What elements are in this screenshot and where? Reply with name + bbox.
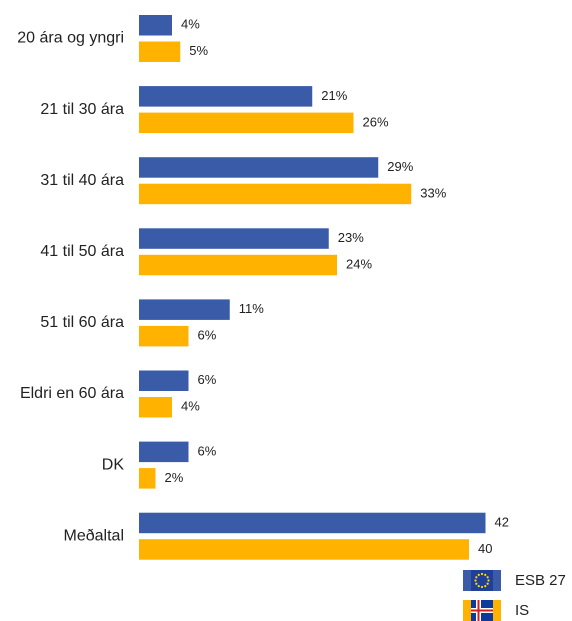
value-label: 2% [165,470,184,485]
value-label: 5% [189,43,208,58]
flag-star [487,579,490,582]
value-label: 21% [321,88,347,103]
category-label: Meðaltal [64,527,124,544]
bar [139,325,189,347]
value-label: 40 [478,541,492,556]
flag-star [475,576,478,579]
bar [139,228,329,249]
category-label: 31 til 40 ára [40,172,124,189]
bar [139,441,189,463]
flag-star [480,572,484,576]
flag-cross [471,609,493,612]
value-label: 29% [387,159,413,174]
category-label: Eldri en 60 ára [20,385,124,402]
legend: ESB 27 IS [463,570,566,621]
value-label: 6% [198,443,217,458]
category-label: DK [102,456,125,473]
flag-star [484,585,487,588]
bar [139,254,337,276]
bar [139,41,181,62]
flag-star [486,576,489,579]
bar [139,397,172,418]
legend-label: ESB 27 [515,572,566,589]
flag [471,570,493,591]
bar [139,512,486,534]
flag-star [480,585,484,589]
value-label: 24% [346,256,372,271]
value-label: 6% [198,372,217,387]
bar [139,15,172,36]
flag-star [474,579,477,582]
value-label: 33% [420,185,446,200]
value-label: 4% [181,17,200,32]
bar [139,539,469,560]
value-label: 4% [181,399,200,414]
category-label: 21 til 30 ára [40,101,124,118]
value-label: 23% [338,230,364,245]
flag-star [475,582,478,585]
bar [139,299,230,320]
flag-star [484,573,487,576]
bar [139,370,189,391]
flag-star [477,585,480,588]
value-label: 6% [198,328,217,343]
value-label: 11% [239,301,264,316]
bar [139,157,379,178]
bar [139,183,412,205]
category-label: 41 til 50 ára [40,243,124,260]
flag-star [477,573,480,576]
bar [139,468,156,489]
category-label: 51 til 60 ára [40,314,124,331]
flag-star [486,582,489,585]
value-label: 42 [495,514,509,529]
legend-label: IS [515,602,529,619]
bar [139,86,313,107]
category-label: 20 ára og yngri [17,30,124,47]
value-label: 26% [363,114,389,129]
bar [139,112,354,134]
